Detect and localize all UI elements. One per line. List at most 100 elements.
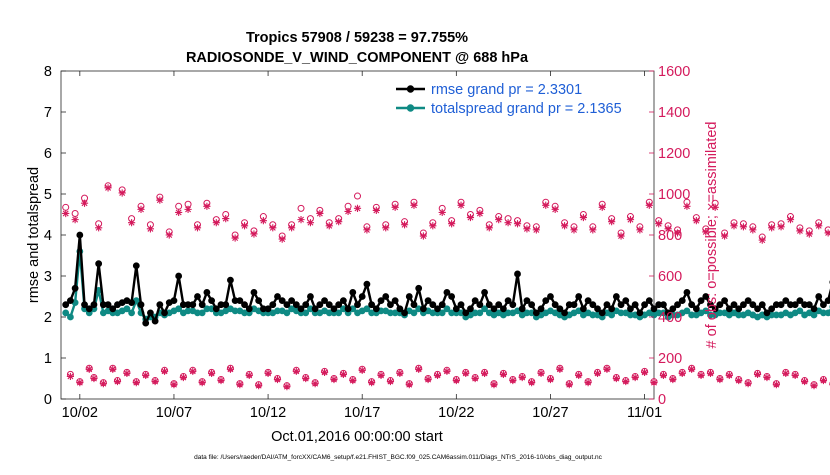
rmse-point: [209, 298, 215, 304]
obs-assimilated-point: [100, 380, 107, 387]
obs-assimilated-point: [575, 372, 582, 379]
obs-assimilated-point: [382, 224, 389, 231]
obs-assimilated-point: [669, 376, 676, 383]
obs-assimilated-point: [542, 202, 549, 209]
obs-assimilated-point: [81, 200, 88, 207]
y-right-tick-label: 400: [658, 310, 682, 326]
obs-assimilated-point: [415, 366, 422, 373]
obs-assimilated-point: [763, 374, 770, 381]
obs-assimilated-point: [279, 236, 286, 243]
chart-title-line1: Tropics 57908 / 59238 = 97.755%: [246, 30, 468, 46]
y-left-tick-label: 1: [44, 351, 52, 367]
obs-assimilated-point: [208, 370, 215, 377]
obs-assimilated-point: [316, 210, 323, 217]
obs-assimilated-point: [777, 223, 784, 230]
rmse-point: [646, 298, 652, 304]
obs-assimilated-point: [453, 377, 460, 384]
obs-assimilated-point: [632, 374, 639, 381]
obs-assimilated-point: [792, 372, 799, 379]
obs-assimilated-point: [537, 370, 544, 377]
obs-assimilated-point: [133, 379, 140, 386]
x-tick-label: 10/02: [62, 405, 98, 421]
obs-assimilated-point: [759, 237, 766, 244]
obs-assimilated-point: [820, 377, 827, 384]
obs-assimilated-point: [377, 372, 384, 379]
obs-assimilated-point: [641, 369, 648, 376]
obs-assimilated-point: [147, 225, 154, 232]
obs-assimilated-point: [650, 379, 657, 386]
obs-assimilated-point: [236, 381, 243, 388]
obs-assimilated-point: [293, 368, 300, 375]
rmse-point: [500, 306, 506, 312]
obs-assimilated-point: [448, 220, 455, 227]
rmse-point: [529, 302, 535, 308]
obs-assimilated-point: [321, 369, 328, 376]
obs-assimilated-point: [801, 378, 808, 385]
obs-assimilated-point: [457, 202, 464, 209]
y-right-tick-label: 1400: [658, 105, 690, 121]
x-tick-label: 10/22: [438, 405, 474, 421]
rmse-point: [458, 302, 464, 308]
obs-possible-point: [176, 203, 182, 209]
rmse-point: [246, 306, 252, 312]
y-right-tick-label: 800: [658, 228, 682, 244]
obs-assimilated-point: [123, 370, 130, 377]
x-axis-label: Oct.01,2016 00:00:00 start: [271, 429, 443, 445]
obs-assimilated-point: [128, 219, 135, 226]
rmse-point: [477, 302, 483, 308]
obs-assimilated-point: [726, 372, 733, 379]
rmse-point: [91, 302, 97, 308]
obs-assimilated-point: [627, 216, 634, 223]
rmse-point: [392, 298, 398, 304]
obs-assimilated-point: [660, 372, 667, 379]
legend-rmse-label: rmse grand pr = 2.3301: [431, 82, 582, 98]
obs-assimilated-point: [368, 379, 375, 386]
obs-assimilated-point: [509, 377, 516, 384]
obs-assimilated-point: [255, 382, 262, 389]
chart-title-line2: RADIOSONDE_V_WIND_COMPONENT @ 688 hPa: [186, 50, 529, 66]
rmse-point: [171, 298, 177, 304]
rmse-point: [303, 302, 309, 308]
obs-assimilated-point: [156, 197, 163, 204]
rmse-point: [693, 306, 699, 312]
obs-assimilated-point: [406, 381, 413, 388]
obs-assimilated-point: [476, 210, 483, 217]
obs-assimilated-point: [486, 224, 493, 231]
obs-assimilated-point: [547, 376, 554, 383]
obs-assimilated-point: [344, 208, 351, 215]
rmse-point: [482, 290, 488, 296]
obs-assimilated-point: [613, 375, 620, 382]
obs-assimilated-point: [184, 206, 191, 213]
obs-assimilated-point: [721, 232, 728, 239]
obs-assimilated-point: [86, 366, 93, 373]
obs-assimilated-point: [646, 202, 653, 209]
rmse-point: [623, 298, 629, 304]
rmse-point: [350, 290, 356, 296]
obs-assimilated-point: [495, 216, 502, 223]
obs-assimilated-point: [622, 378, 629, 385]
obs-assimilated-point: [603, 366, 610, 373]
rmse-point: [251, 290, 257, 296]
rmse-point: [468, 306, 474, 312]
rmse-point: [411, 302, 417, 308]
obs-assimilated-point: [585, 379, 592, 386]
obs-assimilated-point: [768, 224, 775, 231]
rmse-point: [133, 263, 139, 269]
obs-assimilated-point: [330, 376, 337, 383]
rmse-point: [759, 302, 765, 308]
obs-assimilated-point: [410, 202, 417, 209]
obs-assimilated-point: [199, 379, 206, 386]
obs-assimilated-point: [227, 366, 234, 373]
obs-assimilated-point: [716, 376, 723, 383]
obs-assimilated-point: [617, 232, 624, 239]
rmse-point: [661, 302, 667, 308]
obs-assimilated-point: [730, 222, 737, 229]
obs-assimilated-point: [232, 234, 239, 241]
legend-rmse-swatch-marker: [407, 86, 413, 92]
obs-assimilated-point: [683, 203, 690, 210]
y-left-tick-label: 4: [44, 228, 52, 244]
obs-assimilated-point: [679, 370, 686, 377]
rmse-point: [599, 310, 605, 316]
